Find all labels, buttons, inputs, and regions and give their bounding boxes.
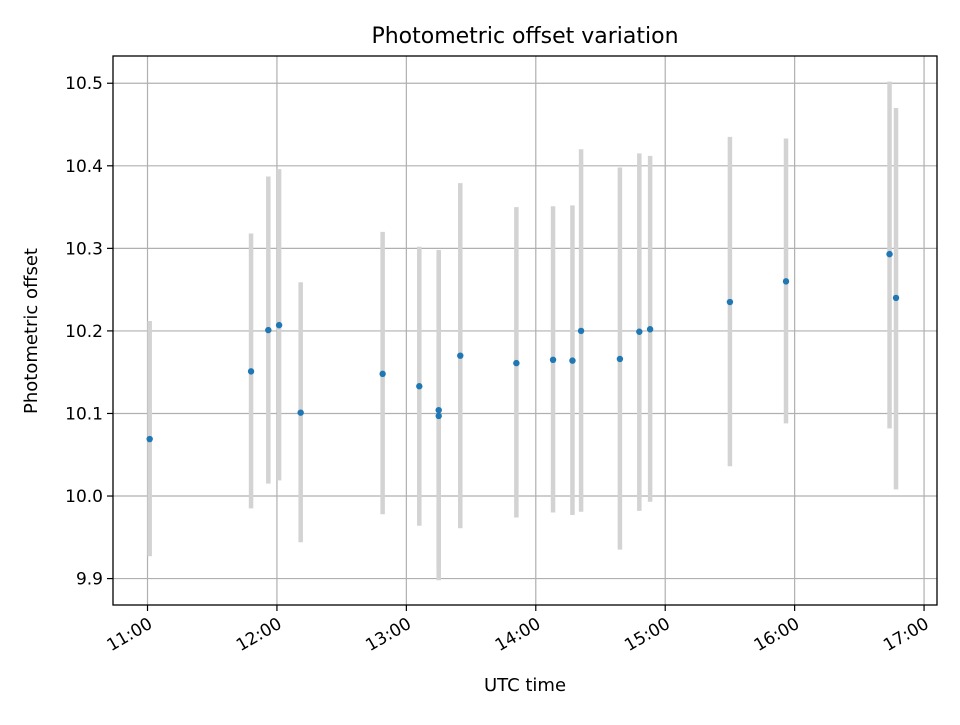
data-point <box>646 326 654 333</box>
y-tick-label: 10.3 <box>65 239 103 259</box>
y-axis-label: Photometric offset <box>21 248 42 414</box>
chart-title: Photometric offset variation <box>371 24 678 49</box>
data-point <box>435 412 442 420</box>
data-point <box>549 356 557 364</box>
y-tick-label: 10.5 <box>65 74 103 94</box>
x-axis-label: UTC time <box>484 675 566 696</box>
y-tick-label: 9.9 <box>76 570 103 590</box>
data-point <box>616 355 624 363</box>
y-tick-label: 10.4 <box>65 157 103 177</box>
data-point <box>457 352 464 359</box>
data-point <box>265 326 272 334</box>
data-point <box>513 359 520 367</box>
data-point <box>892 294 900 302</box>
y-tick-label: 10.2 <box>65 322 103 342</box>
data-points <box>146 250 900 443</box>
data-point <box>886 250 893 258</box>
data-point <box>416 383 423 390</box>
data-point <box>275 321 283 329</box>
data-point <box>577 327 585 335</box>
y-tick-label: 10.1 <box>65 404 103 424</box>
data-point <box>726 298 734 306</box>
data-point <box>435 406 442 414</box>
y-tick-label: 10.0 <box>65 487 103 507</box>
data-point <box>247 368 255 375</box>
data-point <box>782 278 790 285</box>
data-point <box>379 370 386 378</box>
data-point <box>297 409 304 416</box>
data-point <box>569 357 576 364</box>
data-point <box>146 435 153 443</box>
data-point <box>636 328 643 335</box>
